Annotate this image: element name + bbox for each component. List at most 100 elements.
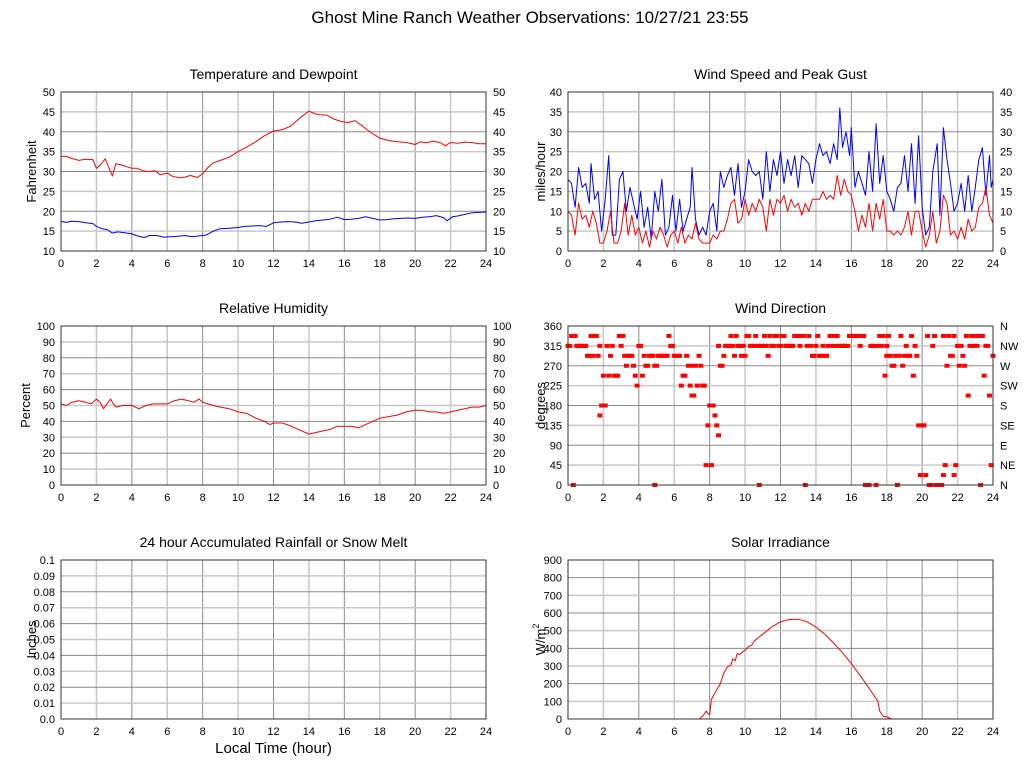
data-point — [893, 353, 899, 358]
data-point — [824, 353, 830, 358]
data-point — [923, 473, 929, 478]
y-tick-label: 35 — [43, 147, 55, 159]
right-y-tick-label: W — [1000, 361, 1011, 373]
data-point — [632, 373, 638, 378]
data-point — [820, 343, 826, 348]
data-point — [974, 343, 980, 348]
series-wind-speed — [567, 175, 994, 248]
right-y-tick-label: 0 — [493, 480, 499, 492]
y-tick-label: 0 — [49, 480, 55, 492]
data-point — [600, 373, 606, 378]
plot-frame — [567, 559, 994, 720]
y-tick-label: 40 — [43, 416, 55, 428]
data-point — [804, 343, 810, 348]
right-y-tick-label: 0 — [1000, 246, 1006, 258]
data-point — [618, 343, 624, 348]
x-tick-label: 0 — [565, 492, 571, 504]
y-tick-label: 20 — [550, 167, 562, 179]
data-point — [710, 403, 716, 408]
data-point — [825, 343, 831, 348]
y-tick-label: 45 — [550, 460, 562, 472]
data-point — [917, 473, 923, 478]
right-y-tick-label: 80 — [493, 353, 505, 365]
right-y-tick-label: 45 — [493, 107, 505, 119]
x-tick-label: 22 — [951, 726, 963, 738]
x-tick-label: 24 — [480, 258, 492, 270]
data-point — [778, 343, 783, 348]
y-axis-label: Fahrenheit — [24, 140, 39, 203]
data-point — [930, 343, 936, 348]
data-point — [682, 373, 688, 378]
right-y-tick-label: 30 — [493, 167, 505, 179]
y-tick-label: 600 — [544, 608, 562, 620]
x-tick-label: 16 — [845, 258, 857, 270]
y-tick-label: 20 — [43, 206, 55, 218]
data-point — [716, 433, 722, 438]
x-tick-label: 8 — [707, 492, 713, 504]
data-point — [884, 353, 890, 358]
y-tick-label: 0.07 — [34, 603, 55, 615]
data-point — [924, 333, 930, 338]
data-point — [951, 473, 957, 478]
data-point — [972, 333, 978, 338]
y-tick-label: 30 — [550, 127, 562, 139]
x-tick-label: 2 — [93, 258, 99, 270]
chart-rainfall: 24 hour Accumulated Rainfall or Snow Mel… — [24, 534, 492, 757]
x-tick-label: 0 — [58, 492, 64, 504]
y-tick-label: 360 — [544, 321, 562, 333]
x-tick-label: 12 — [267, 258, 279, 270]
data-point — [733, 333, 739, 338]
y-tick-label: 80 — [43, 353, 55, 365]
data-point — [795, 333, 801, 338]
data-point — [877, 333, 883, 338]
y-tick-label: 50 — [43, 87, 55, 99]
series-solar-irradiance — [568, 618, 993, 720]
x-tick-label: 20 — [916, 492, 928, 504]
data-point — [979, 333, 985, 338]
data-point — [781, 333, 787, 338]
y-tick-label: 0.02 — [34, 682, 55, 694]
data-point — [887, 353, 893, 358]
x-tick-label: 8 — [200, 258, 206, 270]
right-y-tick-label: SW — [1000, 381, 1018, 393]
data-point — [886, 333, 892, 338]
x-tick-label: 12 — [774, 492, 786, 504]
right-y-tick-label: 15 — [493, 226, 505, 238]
right-y-tick-label: 25 — [493, 186, 505, 198]
x-tick-label: 6 — [671, 492, 677, 504]
data-point — [597, 413, 603, 418]
data-point — [976, 333, 982, 338]
data-point — [572, 333, 578, 338]
data-point — [631, 363, 637, 368]
data-point — [921, 423, 927, 428]
x-tick-label: 22 — [444, 726, 456, 738]
data-point — [623, 363, 629, 368]
data-point — [811, 353, 817, 358]
data-point — [932, 333, 938, 338]
plot-frame — [60, 91, 487, 252]
data-point — [763, 343, 769, 348]
y-tick-label: 225 — [544, 381, 562, 393]
data-point — [770, 343, 776, 348]
right-y-tick-label: NW — [1000, 341, 1019, 353]
data-point — [985, 343, 991, 348]
y-tick-label: 45 — [43, 107, 55, 119]
data-point — [967, 343, 973, 348]
y-axis-label: Inches — [24, 620, 39, 659]
x-tick-label: 4 — [636, 492, 642, 504]
x-tick-label: 8 — [707, 726, 713, 738]
x-tick-label: 0 — [565, 258, 571, 270]
y-tick-label: 0 — [556, 246, 562, 258]
y-axis-label: W/m2 — [531, 624, 548, 656]
x-tick-label: 16 — [845, 492, 857, 504]
chart-title: Solar Irradiance — [731, 534, 830, 550]
right-y-tick-label: NE — [1000, 460, 1015, 472]
data-point — [790, 343, 796, 348]
data-point — [871, 343, 877, 348]
data-point — [597, 343, 603, 348]
x-tick-label: 4 — [129, 258, 135, 270]
y-tick-label: 0.05 — [34, 635, 55, 647]
